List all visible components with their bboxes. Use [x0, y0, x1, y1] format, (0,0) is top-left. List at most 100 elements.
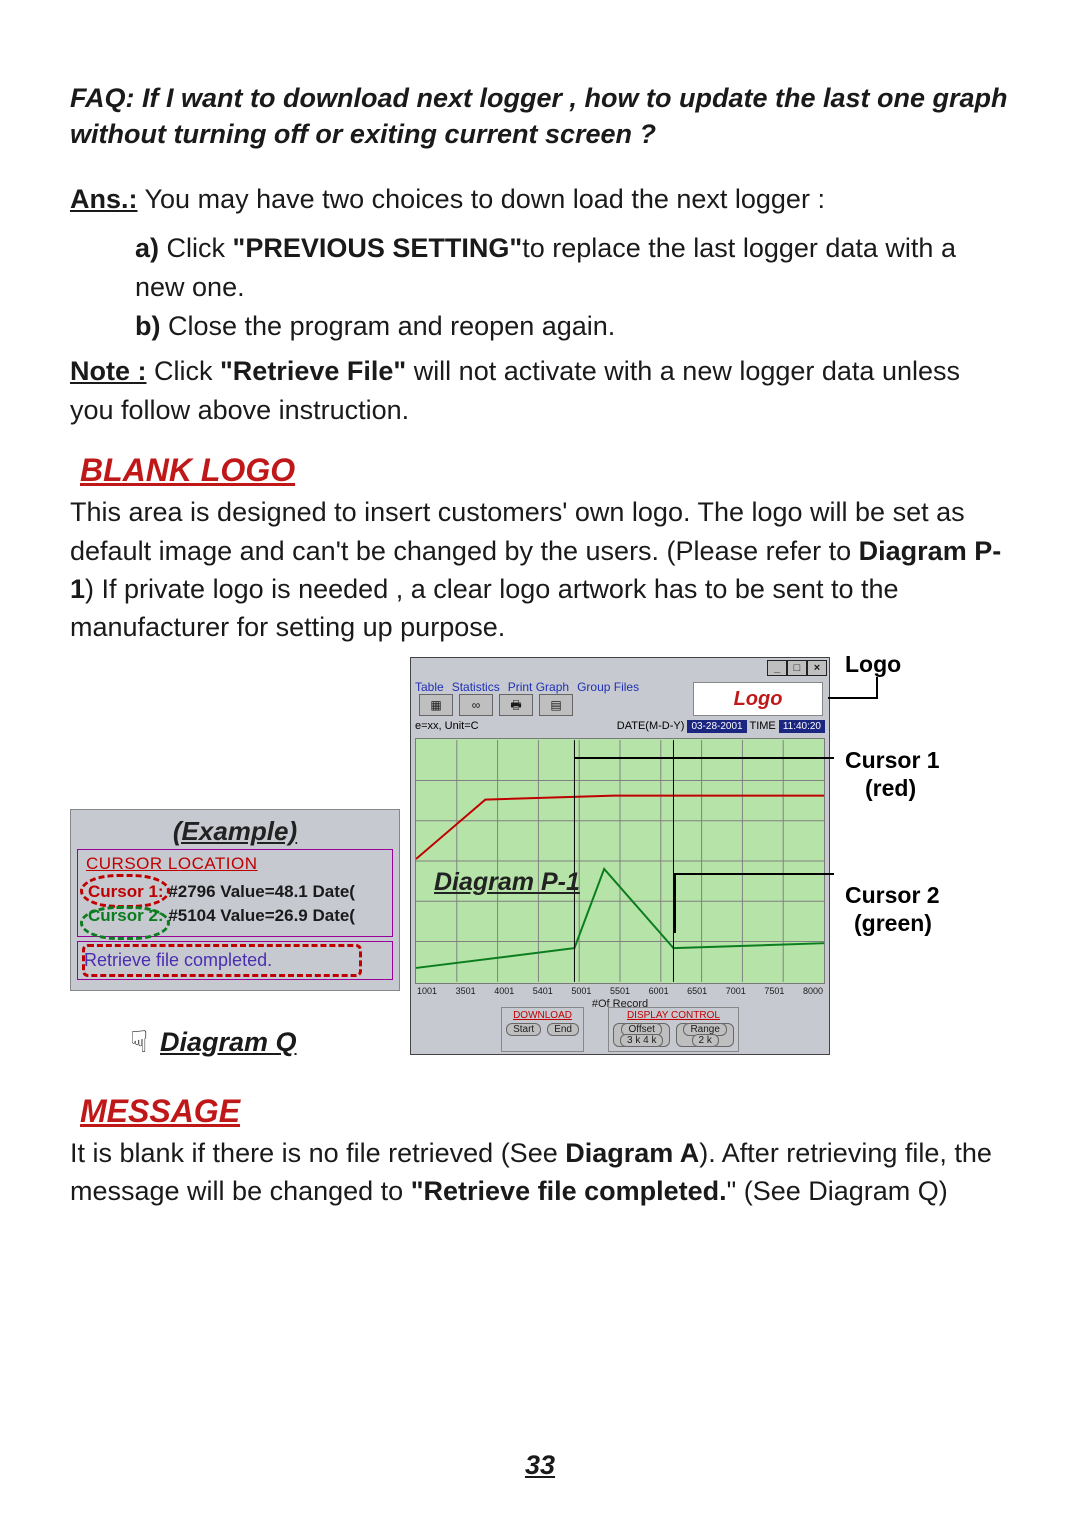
answer-label: Ans.:	[70, 184, 138, 214]
toolbar-icon-4[interactable]: ▤	[539, 694, 573, 716]
offset-value: 3 k 4 k	[620, 1034, 663, 1047]
range-control[interactable]: Range 2 k	[676, 1023, 733, 1047]
callout-cursor2-line-v	[674, 873, 676, 933]
maximize-icon[interactable]: □	[787, 660, 807, 676]
blank-logo-pre: This area is designed to insert customer…	[70, 497, 965, 565]
page-number: 33	[0, 1450, 1080, 1481]
option-b-text: Close the program and reopen again.	[168, 311, 615, 341]
date-value: 03-28-2001	[687, 720, 746, 733]
display-control-group: DISPLAY CONTROL Offset 3 k 4 k Range 2 k	[608, 1007, 739, 1052]
message-box: Retrieve file completed.	[77, 941, 393, 980]
display-control-title: DISPLAY CONTROL	[613, 1010, 734, 1021]
logo-box: Logo	[693, 682, 823, 716]
note-pre: Click	[147, 356, 221, 386]
diagram-p-panel: _ □ × Table Statistics Print Graph Group…	[410, 657, 830, 1055]
cursor1-text: #2796 Value=48.1 Date(	[168, 882, 355, 901]
note-bold: "Retrieve File"	[220, 356, 406, 386]
bottom-controls: DOWNLOAD Start End DISPLAY CONTROL Offse…	[411, 1007, 829, 1052]
menu-statistics[interactable]: Statistics	[452, 680, 500, 694]
message-post: " (See Diagram Q)	[727, 1176, 948, 1206]
xtick: 6501	[687, 986, 707, 996]
message-pre: It is blank if there is no file retrieve…	[70, 1138, 565, 1168]
callout-logo: Logo	[845, 651, 901, 678]
diagram-q-panel: (Example) CURSOR LOCATION Cursor 1: #279…	[70, 809, 400, 991]
blank-logo-heading: BLANK LOGO	[70, 452, 1010, 489]
unit-text: e=xx, Unit=C	[415, 720, 479, 732]
chart-area: Diagram P-1	[415, 738, 825, 984]
end-button[interactable]: End	[547, 1023, 579, 1036]
callout-cursor2-line-h	[674, 873, 834, 875]
toolbar-icon-3[interactable]: 🖶	[499, 694, 533, 716]
message-bold1: Diagram A	[565, 1138, 699, 1168]
callout-logo-line-v	[876, 677, 878, 699]
cursor1-label: Cursor 1:	[88, 882, 164, 901]
diagram-p-caption: Diagram P-1	[434, 868, 580, 897]
menu-print-graph[interactable]: Print Graph	[508, 680, 569, 694]
xtick: 1001	[417, 986, 437, 996]
option-a-pre: Click	[167, 233, 233, 263]
time-value: 11:40:20	[779, 720, 825, 733]
xtick: 5401	[533, 986, 553, 996]
xtick: 7501	[764, 986, 784, 996]
example-label: (Example)	[75, 816, 395, 847]
start-button[interactable]: Start	[506, 1023, 541, 1036]
cursor2-label: Cursor 2:	[88, 906, 164, 925]
xtick: 6001	[649, 986, 669, 996]
time-label: TIME	[749, 720, 775, 732]
diagrams-area: (Example) CURSOR LOCATION Cursor 1: #279…	[70, 657, 1010, 1067]
option-b: b) Close the program and reopen again.	[135, 307, 1010, 346]
option-a-label: a)	[135, 233, 159, 263]
finger-icon: ☟	[130, 1025, 148, 1060]
blank-logo-body: This area is designed to insert customer…	[70, 493, 1010, 646]
callout-cursor1b: (red)	[865, 775, 916, 802]
cursor2-text: #5104 Value=26.9 Date(	[168, 906, 355, 925]
cursor-location-box: CURSOR LOCATION Cursor 1: #2796 Value=48…	[77, 849, 393, 937]
chart-svg	[416, 739, 824, 983]
date-row: e=xx, Unit=C DATE(M-D-Y) 03-28-2001 TIME…	[415, 720, 825, 732]
minimize-icon[interactable]: _	[767, 660, 787, 676]
faq-question: If I want to download next logger , how …	[70, 83, 1008, 149]
xtick: 4001	[494, 986, 514, 996]
date-time-group: DATE(M-D-Y) 03-28-2001 TIME 11:40:20	[617, 720, 825, 732]
xaxis-ticks: 1001 3501 4001 5401 5001 5501 6001 6501 7001 7501…	[415, 986, 825, 996]
blank-logo-post: ) If private logo is needed , a clear lo…	[70, 574, 899, 642]
xtick: 5001	[571, 986, 591, 996]
callout-cursor2b: (green)	[854, 910, 932, 937]
callout-cursor2a: Cursor 2	[845, 882, 940, 909]
option-b-label: b)	[135, 311, 160, 341]
message-heading: MESSAGE	[70, 1093, 1010, 1130]
xtick: 7001	[726, 986, 746, 996]
callout-cursor1a: Cursor 1	[845, 747, 940, 774]
download-title: DOWNLOAD	[506, 1010, 579, 1021]
answer-options: a) Click "PREVIOUS SETTING"to replace th…	[70, 229, 1010, 346]
range-value: 2 k	[692, 1034, 719, 1047]
answer-block: Ans.: You may have two choices to down l…	[70, 181, 1010, 219]
callout-cursor1-line	[574, 757, 834, 759]
download-group: DOWNLOAD Start End	[501, 1007, 584, 1052]
cursor-location-title: CURSOR LOCATION	[82, 854, 388, 874]
cursor1-row: Cursor 1: #2796 Value=48.1 Date(	[82, 880, 388, 904]
offset-control[interactable]: Offset 3 k 4 k	[613, 1023, 670, 1047]
note-label: Note :	[70, 356, 147, 386]
message-bold2: "Retrieve file completed.	[411, 1176, 727, 1206]
close-icon[interactable]: ×	[807, 660, 827, 676]
option-a-bold: "PREVIOUS SETTING"	[233, 233, 523, 263]
xtick: 8000	[803, 986, 823, 996]
option-a: a) Click "PREVIOUS SETTING"to replace th…	[135, 229, 1010, 307]
xtick: 3501	[456, 986, 476, 996]
answer-intro: You may have two choices to down load th…	[145, 184, 825, 214]
message-body: It is blank if there is no file retrieve…	[70, 1134, 1010, 1211]
callout-logo-line-h	[828, 697, 878, 699]
toolbar-icon-1[interactable]: ▦	[419, 694, 453, 716]
cursor2-row: Cursor 2: #5104 Value=26.9 Date(	[82, 904, 388, 928]
xtick: 5501	[610, 986, 630, 996]
faq-block: FAQ: If I want to download next logger ,…	[70, 80, 1010, 153]
window-controls: _ □ ×	[767, 660, 827, 676]
note-block: Note : Click "Retrieve File" will not ac…	[70, 352, 1010, 430]
menu-table[interactable]: Table	[415, 680, 444, 694]
toolbar-icons: ▦ ∞ 🖶 ▤	[411, 694, 573, 716]
toolbar-icon-2[interactable]: ∞	[459, 694, 493, 716]
date-label: DATE(M-D-Y)	[617, 720, 685, 732]
menu-group-files[interactable]: Group Files	[577, 680, 639, 694]
diagram-q-caption: Diagram Q	[160, 1027, 297, 1058]
